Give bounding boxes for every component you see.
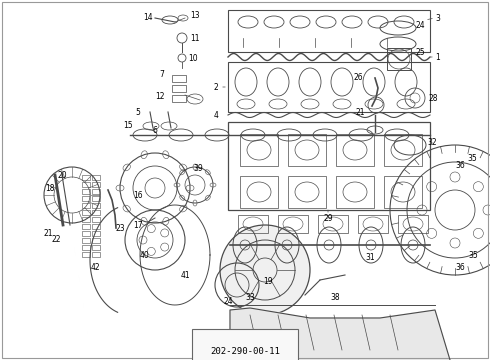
Text: 2: 2	[214, 82, 219, 91]
Bar	[82, 231, 90, 236]
Bar	[387, 48, 411, 70]
Bar	[82, 252, 90, 257]
Text: 15: 15	[123, 121, 133, 130]
Bar	[92, 238, 100, 243]
Circle shape	[220, 225, 310, 315]
Text: 17: 17	[133, 220, 143, 230]
Text: 28: 28	[428, 94, 438, 103]
Bar	[82, 196, 90, 201]
Bar	[82, 182, 90, 187]
Bar	[278, 215, 308, 233]
Bar	[92, 210, 100, 215]
Text: 21: 21	[355, 108, 365, 117]
Bar	[82, 210, 90, 215]
Text: 18: 18	[45, 184, 55, 193]
Text: 22: 22	[51, 235, 61, 244]
Bar	[172, 85, 186, 92]
Bar	[82, 203, 90, 208]
Bar	[358, 215, 388, 233]
Bar	[92, 189, 100, 194]
Text: 33: 33	[245, 293, 255, 302]
Text: 16: 16	[133, 190, 143, 199]
Text: 24: 24	[415, 21, 425, 30]
Text: 39: 39	[193, 163, 203, 172]
Text: 42: 42	[90, 264, 100, 273]
Text: 21: 21	[43, 229, 53, 238]
Text: 13: 13	[190, 10, 200, 19]
Bar	[228, 62, 430, 112]
Text: 36: 36	[455, 264, 465, 273]
Text: 38: 38	[330, 292, 340, 302]
Bar	[92, 224, 100, 229]
Text: 3: 3	[436, 14, 441, 23]
Bar	[172, 75, 186, 82]
Bar	[82, 217, 90, 222]
Bar	[92, 217, 100, 222]
Bar	[240, 176, 278, 208]
Text: 20: 20	[57, 171, 67, 180]
Bar	[82, 224, 90, 229]
Bar	[92, 175, 100, 180]
Text: 35: 35	[468, 251, 478, 260]
Text: 32: 32	[427, 138, 437, 147]
Text: 6: 6	[152, 126, 157, 135]
Text: 5: 5	[136, 108, 141, 117]
Bar	[92, 203, 100, 208]
Bar	[82, 189, 90, 194]
Text: 41: 41	[180, 271, 190, 280]
Text: 29: 29	[323, 213, 333, 222]
Bar	[228, 122, 430, 210]
Text: 12: 12	[155, 91, 165, 100]
Text: 11: 11	[190, 33, 200, 42]
Bar	[288, 134, 326, 166]
Bar	[288, 176, 326, 208]
Bar	[92, 252, 100, 257]
Text: 31: 31	[365, 253, 375, 262]
Text: 202-290-00-11: 202-290-00-11	[210, 347, 280, 356]
Text: 10: 10	[188, 54, 198, 63]
Text: 1: 1	[436, 53, 441, 62]
Bar	[384, 176, 422, 208]
Bar	[336, 134, 374, 166]
Bar	[92, 196, 100, 201]
Text: 14: 14	[143, 13, 153, 22]
Bar	[238, 215, 268, 233]
Text: 40: 40	[139, 251, 149, 260]
Text: 36: 36	[455, 161, 465, 170]
Text: 4: 4	[214, 111, 219, 120]
Bar	[92, 245, 100, 250]
Bar	[384, 134, 422, 166]
Bar	[240, 134, 278, 166]
Text: 7: 7	[160, 69, 165, 78]
Text: 19: 19	[263, 278, 273, 287]
Text: 26: 26	[353, 72, 363, 81]
Bar	[92, 231, 100, 236]
Bar	[336, 176, 374, 208]
Bar	[172, 95, 186, 102]
Bar	[82, 245, 90, 250]
Bar	[318, 215, 348, 233]
Bar	[228, 10, 430, 52]
Text: 24: 24	[223, 297, 233, 306]
Bar	[82, 175, 90, 180]
Polygon shape	[230, 308, 450, 360]
Text: 37: 37	[253, 347, 263, 356]
Bar	[398, 215, 428, 233]
Text: 23: 23	[115, 224, 125, 233]
Text: 25: 25	[415, 48, 425, 57]
Bar	[82, 238, 90, 243]
Bar	[92, 182, 100, 187]
Text: 35: 35	[467, 153, 477, 162]
